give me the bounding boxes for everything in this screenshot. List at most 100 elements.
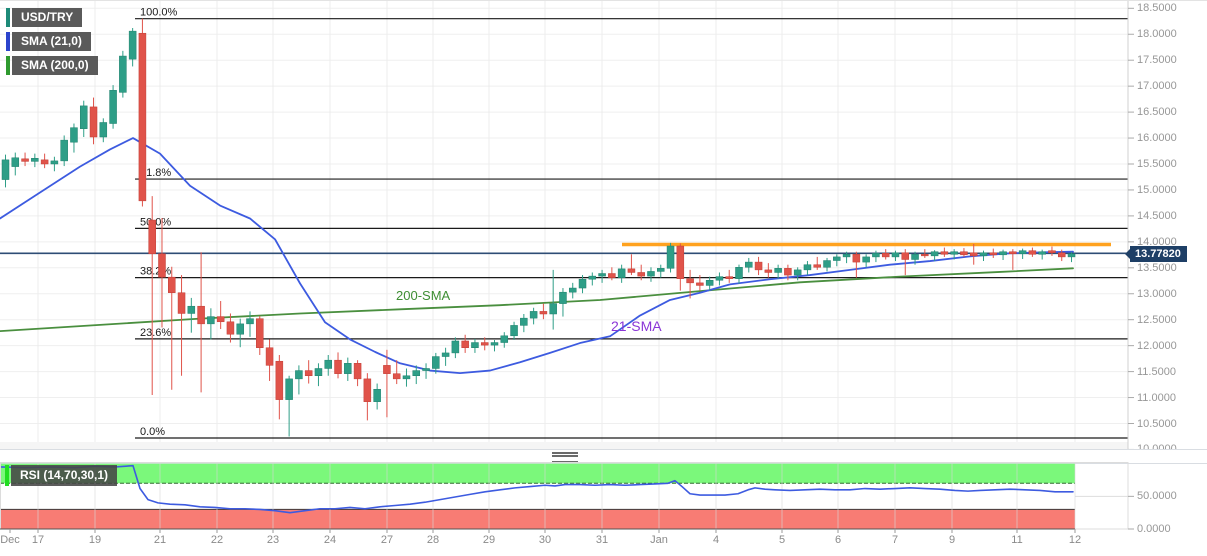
candle[interactable] — [128, 30, 137, 60]
candle[interactable] — [21, 158, 29, 162]
candle[interactable] — [823, 260, 831, 268]
candle[interactable] — [813, 264, 821, 268]
candle[interactable] — [285, 378, 293, 400]
legend-sma-21[interactable]: SMA (21,0) — [6, 32, 91, 51]
legend-instrument[interactable]: USD/TRY — [6, 8, 83, 27]
candle[interactable] — [40, 159, 49, 165]
candle[interactable] — [969, 252, 978, 257]
candle[interactable] — [510, 325, 518, 337]
candle[interactable] — [598, 273, 606, 277]
candle[interactable] — [950, 251, 958, 255]
candle[interactable] — [50, 160, 59, 165]
candle[interactable] — [686, 278, 694, 284]
candle[interactable] — [60, 139, 68, 162]
candle[interactable] — [216, 316, 225, 323]
candle[interactable] — [852, 254, 861, 263]
candle[interactable] — [1048, 250, 1056, 253]
candle[interactable] — [256, 318, 264, 348]
candle[interactable] — [79, 105, 88, 129]
candle[interactable] — [99, 122, 108, 138]
candle[interactable] — [168, 276, 176, 293]
candle[interactable] — [353, 363, 362, 380]
candle[interactable] — [960, 251, 968, 256]
candle[interactable] — [295, 370, 303, 380]
candle[interactable] — [735, 267, 743, 279]
candle[interactable] — [490, 342, 499, 346]
candle[interactable] — [461, 340, 469, 348]
candle[interactable] — [1018, 250, 1027, 255]
candle[interactable] — [774, 268, 782, 273]
candle[interactable] — [842, 254, 851, 258]
candle[interactable] — [745, 261, 753, 268]
candle[interactable] — [989, 252, 998, 256]
candle[interactable] — [881, 253, 890, 258]
rsi-indicator-badge[interactable]: RSI (14,70,30,1) — [5, 465, 118, 486]
candle[interactable] — [608, 273, 616, 278]
candle[interactable] — [138, 32, 147, 202]
candle[interactable] — [725, 276, 733, 279]
candle[interactable] — [383, 365, 391, 374]
candle[interactable] — [705, 280, 714, 286]
candle[interactable] — [764, 269, 773, 273]
candle[interactable] — [207, 316, 215, 325]
candle[interactable] — [304, 370, 313, 377]
candle[interactable] — [324, 359, 332, 369]
candle[interactable] — [901, 252, 910, 260]
candle[interactable] — [999, 251, 1007, 256]
sma200-line[interactable] — [0, 267, 1074, 333]
candle[interactable] — [275, 360, 284, 400]
candle[interactable] — [1067, 253, 1076, 258]
candle[interactable] — [187, 305, 196, 314]
candle[interactable] — [637, 272, 645, 277]
candle[interactable] — [89, 106, 98, 138]
candle[interactable] — [422, 368, 430, 371]
candle[interactable] — [236, 323, 244, 335]
candle[interactable] — [539, 311, 548, 315]
candle[interactable] — [471, 342, 479, 348]
candle[interactable] — [568, 287, 577, 293]
candle[interactable] — [412, 370, 421, 377]
candle[interactable] — [432, 356, 440, 369]
candle[interactable] — [1028, 250, 1037, 255]
candle[interactable] — [197, 305, 205, 325]
candle[interactable] — [627, 268, 636, 273]
candle[interactable] — [833, 256, 841, 261]
candle[interactable] — [148, 219, 156, 255]
candle[interactable] — [872, 253, 880, 258]
candle[interactable] — [647, 271, 655, 277]
candle[interactable] — [529, 311, 538, 319]
candle[interactable] — [480, 342, 489, 346]
candle[interactable] — [441, 352, 450, 357]
candle[interactable] — [940, 251, 949, 255]
candle[interactable] — [520, 317, 528, 326]
candle[interactable] — [373, 388, 381, 402]
candle[interactable] — [31, 158, 39, 162]
candle[interactable] — [666, 245, 675, 269]
candle[interactable] — [803, 264, 812, 271]
candle[interactable] — [930, 251, 939, 257]
candle[interactable] — [500, 335, 509, 343]
candle[interactable] — [177, 292, 186, 314]
candle[interactable] — [1, 159, 10, 180]
candle[interactable] — [862, 256, 870, 263]
candle[interactable] — [617, 268, 626, 278]
candle[interactable] — [549, 303, 557, 315]
main-price-chart[interactable]: 100.0%61.8%50.0%38.2%23.6%0.0% — [0, 1, 1207, 449]
candle[interactable] — [921, 254, 929, 257]
candle[interactable] — [363, 378, 372, 402]
candle[interactable] — [451, 340, 460, 354]
legend-sma-200[interactable]: SMA (200,0) — [6, 56, 98, 75]
candle[interactable] — [344, 363, 352, 374]
candle[interactable] — [392, 373, 401, 380]
candle[interactable] — [657, 268, 665, 272]
rsi-panel[interactable] — [0, 462, 1207, 536]
candle[interactable] — [784, 268, 792, 276]
candle[interactable] — [226, 321, 235, 335]
candle[interactable] — [402, 375, 411, 380]
candle[interactable] — [676, 245, 685, 279]
candle[interactable] — [793, 269, 802, 276]
candle[interactable] — [109, 90, 117, 124]
candle[interactable] — [754, 261, 763, 271]
candle[interactable] — [246, 318, 254, 325]
candle[interactable] — [891, 252, 900, 258]
